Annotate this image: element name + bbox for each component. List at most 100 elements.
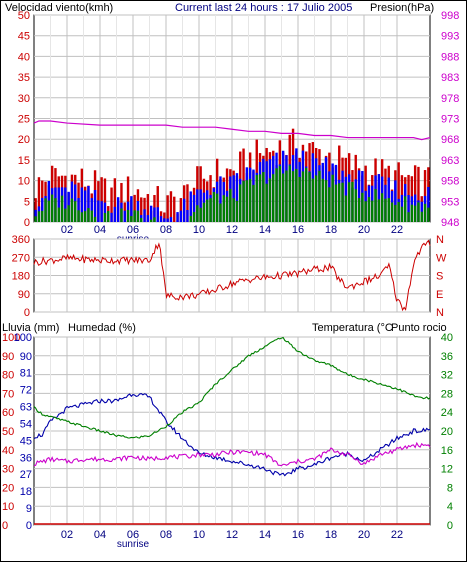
wind-avg-bar [427, 186, 430, 222]
wind-low-bar [407, 212, 410, 222]
pressure-tick-label: 988 [441, 51, 459, 63]
wind-gust-bar [146, 194, 150, 222]
temperature-tick-label: 36 [441, 351, 453, 363]
wind-avg-bar [130, 196, 133, 222]
wind-avg-bar [146, 215, 150, 222]
wind-low-bar [400, 206, 404, 222]
wind-low-bar [255, 174, 258, 222]
wind-direction-grid [34, 238, 430, 313]
pressure-tick-label: 953 [441, 196, 459, 208]
wind-low-bar [219, 203, 222, 222]
x-tick-label: 04 [94, 224, 106, 236]
rain-tick-label: 0 [2, 520, 8, 532]
pressure-tick-label: 958 [441, 176, 459, 188]
humidity-line [33, 392, 431, 477]
wind-low-bar [262, 172, 265, 222]
wind-tick-label: 30 [18, 93, 30, 105]
wind-low-bar [232, 198, 235, 222]
wind-avg-bar [219, 176, 222, 222]
x-tick-label: 20 [358, 224, 370, 236]
rain-tick-label: 100 [2, 332, 20, 344]
wind-tick-label: 40 [18, 51, 30, 63]
wind-low-bar [268, 178, 272, 222]
x-tick-label: 16 [292, 529, 304, 541]
time-axis-bottom: 02 04 06 08 10 12 14 16 18 20 22 sunrise [61, 529, 403, 550]
wind-gust-bar [179, 198, 183, 222]
wind-low-bar [140, 217, 143, 222]
x-tick-label: 22 [391, 224, 403, 236]
wind-low-bar [212, 192, 216, 222]
wind-gust-bar [110, 187, 113, 222]
wind-low-bar [377, 199, 381, 222]
wind-low-bar [41, 210, 44, 222]
pressure-tick-label: 948 [441, 217, 459, 229]
humidity-tick-label: 9 [26, 503, 32, 515]
temperature-tick-label: 24 [441, 407, 453, 419]
wind-avg-bar [166, 218, 169, 222]
humidity-axis-title: Humedad (%) [68, 322, 136, 334]
humidity-tick-label: 81 [20, 368, 32, 380]
wind-gust-bar [103, 178, 107, 222]
wind-gust-bar [397, 162, 400, 222]
pressure-tick-label: 968 [441, 134, 459, 146]
wind-low-bar [74, 201, 77, 222]
wind-low-bar [126, 209, 130, 222]
wind-avg-bar [57, 187, 60, 222]
humidity-tick-label: 100 [14, 332, 32, 344]
wind-low-bar [189, 215, 192, 222]
wind-gust-bar [120, 182, 123, 222]
pressure-axis-title: Presion(hPa) [370, 2, 434, 14]
x-tick-label: 06 [127, 529, 139, 541]
pressure-line [33, 120, 431, 141]
wind-low-bar [367, 197, 371, 222]
wind-low-bar [285, 170, 288, 222]
rain-tick-label: 90 [2, 351, 14, 363]
wind-low-bar [225, 196, 229, 222]
wind-low-bar [427, 207, 430, 222]
wind-low-bar [149, 219, 153, 222]
wind-low-bar [384, 198, 387, 222]
pressure-tick-label: 993 [441, 31, 459, 43]
wind-pressure-lines [33, 120, 431, 141]
wind-low-bar [371, 200, 374, 222]
x-tick-label: 14 [259, 529, 271, 541]
wind-low-bar [70, 198, 74, 222]
wind-low-bar [67, 205, 70, 222]
wind-avg-bar [407, 195, 410, 222]
wind-low-bar [413, 205, 417, 222]
wind-avg-bar [93, 190, 97, 222]
wind-avg-bar [77, 198, 80, 222]
wind-low-bar [394, 204, 397, 222]
wind-low-bar [50, 194, 54, 222]
direction-tick-label: 360 [12, 234, 30, 246]
humidity-tick-label: 0 [26, 520, 32, 532]
x-tick-label: 10 [193, 224, 205, 236]
compass-label: W [436, 252, 447, 264]
wind-low-bar [229, 188, 232, 222]
wind-low-bar [338, 183, 341, 222]
wind-axis-ticks: 0 5 10 15 20 25 30 35 40 45 50 [18, 10, 30, 229]
wind-tick-label: 45 [18, 31, 30, 43]
wind-low-bar [344, 195, 348, 222]
wind-low-bar [64, 208, 67, 222]
wind-low-bar [209, 198, 212, 222]
rain-tick-label: 10 [2, 501, 14, 513]
wind-pressure-grid [34, 14, 430, 223]
humidity-tick-label: 45 [20, 435, 32, 447]
wind-low-bar [351, 181, 354, 222]
wind-avg-bar [110, 212, 113, 222]
wind-low-bar [305, 167, 308, 222]
wind-low-bar [374, 189, 377, 222]
wind-low-bar [103, 212, 107, 222]
rain-humidity-temp-grid [34, 336, 430, 526]
wind-low-bar [222, 195, 225, 222]
wind-gust-bar [169, 191, 173, 222]
wind-gust-bar [186, 184, 189, 222]
wind-gust-bar [113, 178, 117, 222]
sunrise-label: sunrise [117, 539, 150, 550]
wind-low-bar [278, 165, 282, 222]
pressure-tick-label: 983 [441, 72, 459, 84]
